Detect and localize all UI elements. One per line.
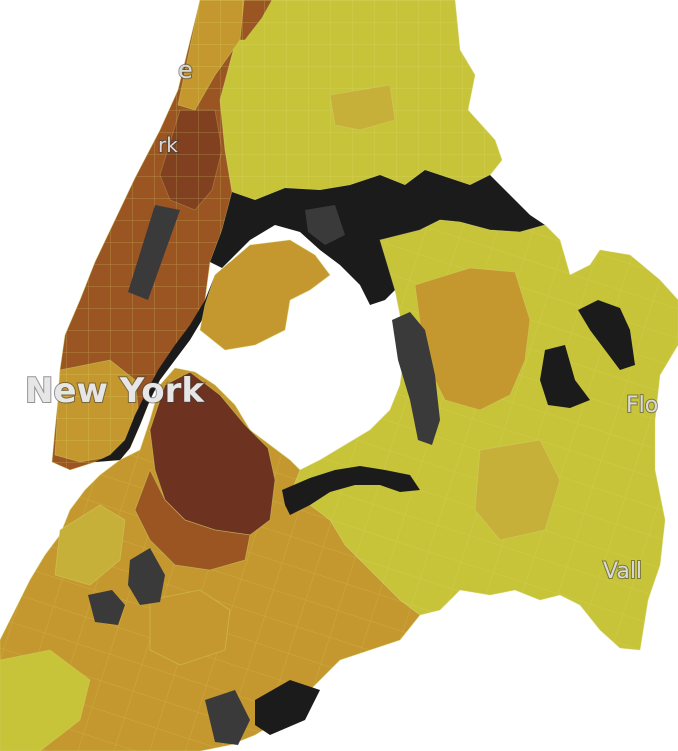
prospect-park <box>128 548 165 605</box>
green-wood-cemetery <box>88 590 125 625</box>
queens-long-island-city <box>199 239 331 351</box>
little-neck-bay <box>578 300 635 370</box>
brooklyn-south-mid <box>149 589 231 666</box>
flushing-meadows-park <box>392 312 440 445</box>
queens-east-mid <box>474 439 561 541</box>
queens-tracts <box>290 220 678 650</box>
fragment-label-right: Flo <box>626 393 658 418</box>
brooklyn-west-low <box>54 504 126 586</box>
fragment-label-top-left: e <box>178 56 193 84</box>
city-label: New York <box>25 371 205 411</box>
flushing-bay-water <box>540 345 590 408</box>
bronx-mid-zone <box>329 84 396 131</box>
brooklyn-shore-water <box>255 680 320 735</box>
brooklyn-coney-low <box>0 649 91 751</box>
fragment-label-lower-right: Vall <box>603 559 642 584</box>
riverside-park <box>305 205 345 245</box>
central-park <box>128 205 180 300</box>
jamaica-bay-water <box>282 466 420 515</box>
fragment-label-upper: rk <box>158 133 178 157</box>
marine-park <box>205 690 250 745</box>
east-river-water <box>210 170 545 305</box>
brooklyn-high-ring <box>134 469 251 571</box>
